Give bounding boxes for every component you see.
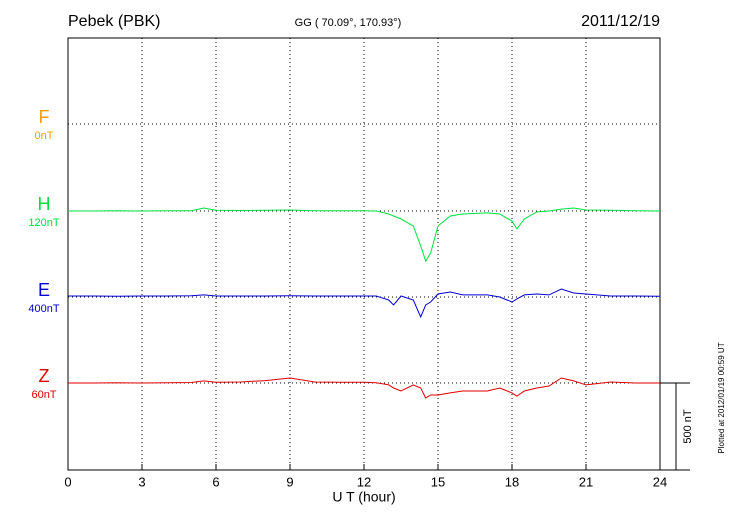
x-tick-label: 6 xyxy=(212,474,219,489)
x-tick-label: 12 xyxy=(357,474,371,489)
scale-bar-label: 500 nT xyxy=(682,409,694,444)
baseline-label: 400nT xyxy=(28,303,59,315)
baseline-label: 0nT xyxy=(35,130,54,142)
x-tick-label: 24 xyxy=(653,474,667,489)
series-name: F xyxy=(39,107,50,127)
coordinates: GG ( 70.09°, 170.93°) xyxy=(295,17,402,29)
x-tick-label: 21 xyxy=(579,474,593,489)
trace xyxy=(68,207,661,263)
series-name: Z xyxy=(39,366,50,386)
chart-title: Pebek (PBK) xyxy=(68,13,160,30)
trace xyxy=(68,288,661,319)
baseline-label: 60nT xyxy=(31,389,56,401)
date: 2011/12/19 xyxy=(581,13,660,30)
x-tick-label: 18 xyxy=(505,474,519,489)
x-tick-label: 0 xyxy=(64,474,71,489)
x-tick-label: 9 xyxy=(286,474,293,489)
x-axis-label: U T (hour) xyxy=(332,489,395,505)
x-tick-label: 3 xyxy=(138,474,145,489)
baseline-label: 120nT xyxy=(28,217,59,229)
footnote: Plotted at 2012/01/19 00:59 UT xyxy=(717,342,726,453)
series-name: H xyxy=(38,194,51,214)
x-tick-label: 15 xyxy=(431,474,445,489)
trace xyxy=(68,377,660,399)
series-name: E xyxy=(38,280,50,300)
